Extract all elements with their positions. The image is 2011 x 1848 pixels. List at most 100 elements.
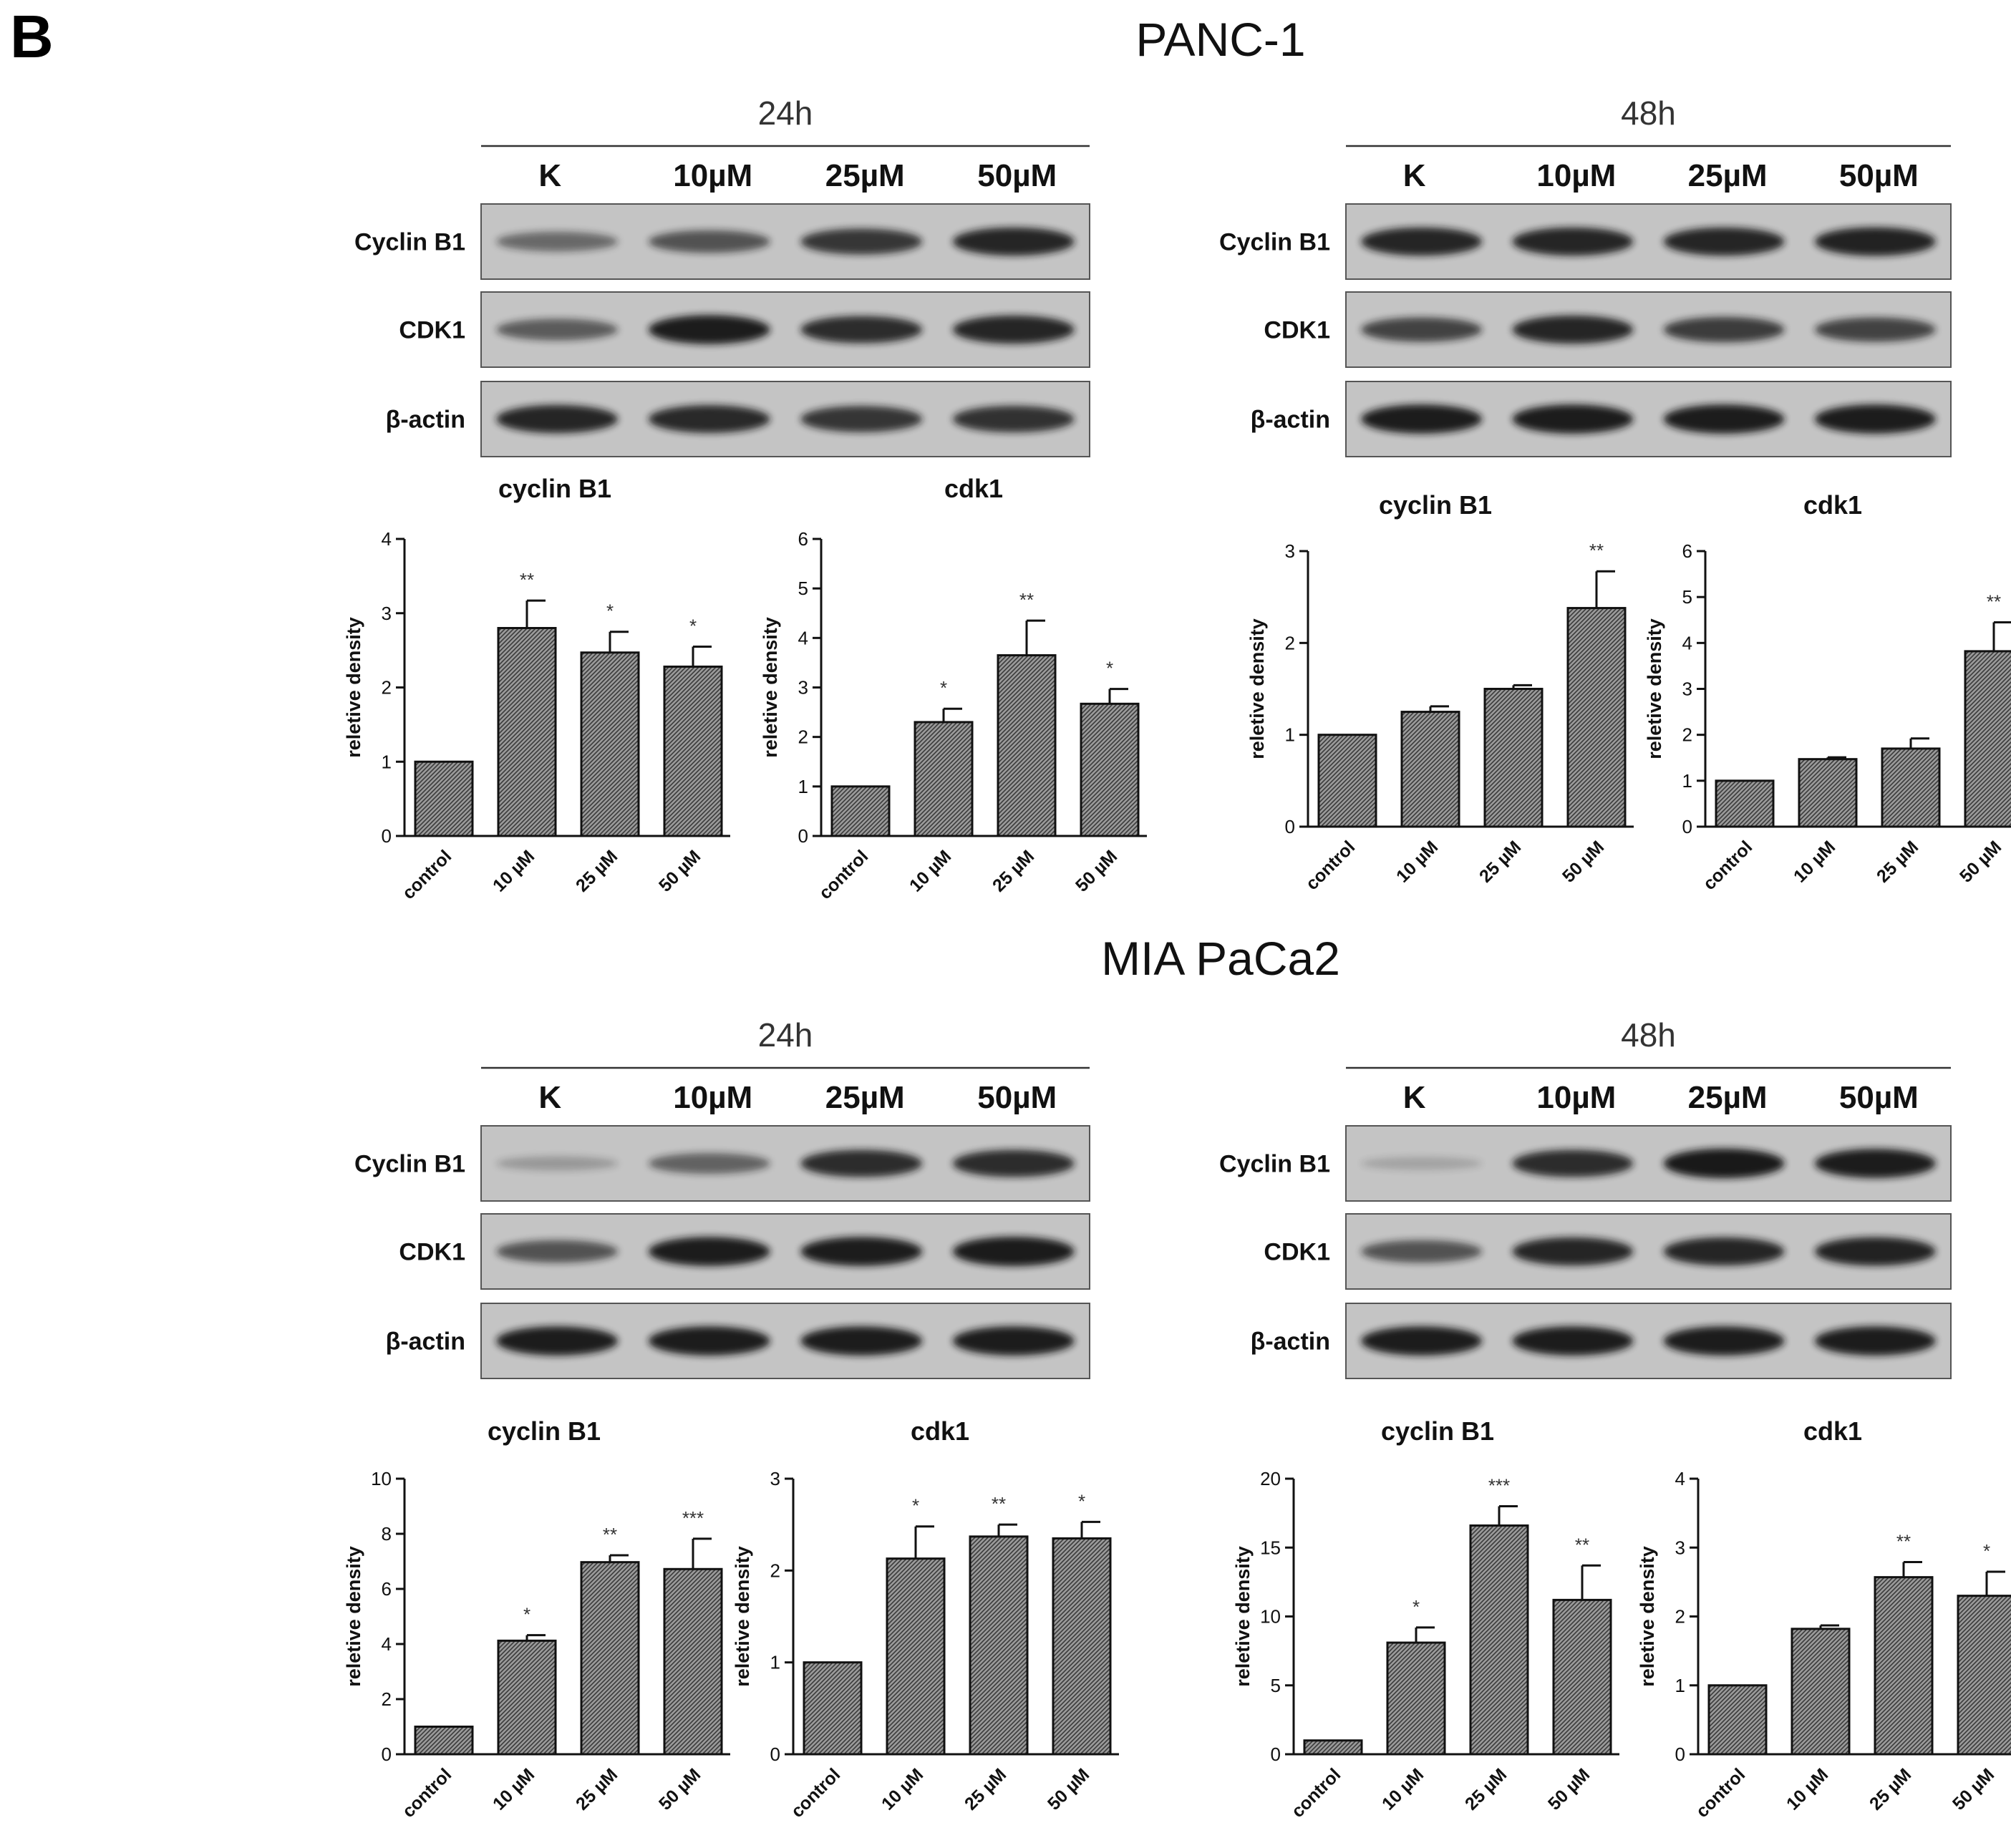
blot-band xyxy=(1814,1237,1936,1266)
x-category-label: control xyxy=(1288,1764,1345,1822)
bar-chart-2: cdk1 0 1 2 3 4 5 6 reletive density control * 10 µM… xyxy=(760,474,1147,903)
blot-row-label: β-actin xyxy=(386,1328,465,1356)
blot-row-label: CDK1 xyxy=(399,317,465,344)
y-tick-label: 4 xyxy=(1682,632,1692,653)
western-blot-2-1: 24h K 10µM 25µM 50µM Cyclin B1 CDK1 β-actin xyxy=(354,1016,1090,1379)
x-category-label: 25 µM xyxy=(1873,837,1922,886)
x-category-label: 25 µM xyxy=(1475,837,1525,886)
y-tick-label: 5 xyxy=(798,578,808,599)
y-tick-label: 2 xyxy=(770,1560,780,1581)
chart-title: cdk1 xyxy=(1803,490,1862,520)
blot-time-label: 24h xyxy=(758,1016,813,1054)
y-tick-label: 20 xyxy=(1260,1468,1281,1489)
blot-lane-label: 10µM xyxy=(673,1080,752,1115)
blot-band xyxy=(1663,1326,1785,1356)
y-tick-label: 0 xyxy=(798,825,808,847)
y-axis-label: reletive density xyxy=(1644,618,1665,759)
blot-band xyxy=(1361,1326,1483,1356)
x-category-label: 50 µM xyxy=(655,1764,704,1814)
bar xyxy=(1317,734,1377,828)
blot-lane-label: 50µM xyxy=(1839,158,1919,193)
bar xyxy=(1566,607,1627,828)
y-tick-label: 5 xyxy=(1271,1675,1281,1696)
chart-title: cyclin B1 xyxy=(488,1416,601,1446)
blot-band xyxy=(1814,227,1936,256)
blot-band xyxy=(1814,317,1936,342)
chart-title: cdk1 xyxy=(1803,1416,1862,1446)
panel-letter: B xyxy=(10,3,54,70)
blot-band xyxy=(800,228,923,255)
significance-marker: *** xyxy=(682,1507,704,1529)
bar-chart-3: cyclin B1 0 1 2 3 reletive density control 10 µ… xyxy=(1246,490,1634,894)
y-tick-label: 3 xyxy=(770,1468,780,1489)
blot-band xyxy=(1361,404,1483,434)
x-category-label: 25 µM xyxy=(572,1764,621,1814)
significance-marker: * xyxy=(1983,1540,1990,1562)
significance-marker: * xyxy=(523,1604,530,1625)
bar xyxy=(969,1535,1029,1756)
y-tick-label: 2 xyxy=(1682,724,1692,746)
y-tick-label: 1 xyxy=(770,1652,780,1673)
blot-band xyxy=(1512,1326,1634,1356)
significance-marker: * xyxy=(606,600,614,622)
bar-chart-7: cyclin B1 0 5 10 15 20 reletive density control… xyxy=(1232,1416,1619,1822)
blot-band xyxy=(496,404,619,434)
y-tick-label: 6 xyxy=(798,528,808,550)
blot-band xyxy=(1814,1149,1936,1178)
y-tick-label: 0 xyxy=(1271,1744,1281,1765)
blot-row-label: Cyclin B1 xyxy=(354,1151,465,1178)
y-tick-label: 3 xyxy=(1285,540,1295,562)
bar xyxy=(803,1661,863,1756)
blot-lane-label: 50µM xyxy=(977,158,1057,193)
blot-band xyxy=(952,1236,1075,1267)
bar-chart-6: cdk1 0 1 2 3 reletive density control * 10 µM ** 2… xyxy=(732,1416,1119,1822)
blot-band xyxy=(1814,404,1936,434)
y-tick-label: 15 xyxy=(1260,1537,1281,1558)
blot-lane-label: 25µM xyxy=(825,158,905,193)
y-tick-label: 0 xyxy=(1682,816,1692,837)
bar xyxy=(580,1561,640,1756)
bar xyxy=(663,1567,723,1756)
blot-band xyxy=(1663,316,1785,343)
y-tick-label: 0 xyxy=(382,1744,392,1765)
bar xyxy=(1798,758,1858,828)
bar xyxy=(1400,711,1460,828)
significance-marker: ** xyxy=(1987,590,2001,612)
y-tick-label: 3 xyxy=(1675,1537,1685,1558)
significance-marker: * xyxy=(1106,658,1113,679)
bar xyxy=(1469,1524,1529,1756)
bar xyxy=(830,785,891,837)
y-tick-label: 1 xyxy=(1682,770,1692,792)
significance-marker: * xyxy=(940,677,947,699)
bar-chart-5: cyclin B1 0 2 4 6 8 10 reletive density control *… xyxy=(343,1416,730,1822)
y-axis-label: reletive density xyxy=(732,1546,753,1687)
blot-band xyxy=(648,1237,770,1266)
bar xyxy=(497,1639,557,1756)
significance-marker: ** xyxy=(1896,1530,1911,1552)
y-tick-label: 2 xyxy=(798,726,808,748)
y-tick-label: 1 xyxy=(1675,1675,1685,1696)
blot-time-label: 24h xyxy=(758,94,813,132)
significance-marker: ** xyxy=(1589,540,1604,561)
y-tick-label: 0 xyxy=(770,1744,780,1765)
significance-marker: ** xyxy=(1019,589,1034,611)
blot-band xyxy=(648,1326,770,1356)
blot-band xyxy=(1361,227,1483,256)
blot-row-label: CDK1 xyxy=(1264,317,1330,344)
y-tick-label: 8 xyxy=(382,1523,392,1545)
x-category-label: 25 µM xyxy=(989,846,1038,895)
significance-marker: * xyxy=(912,1495,919,1517)
bar xyxy=(1080,702,1140,837)
blot-band xyxy=(1663,1148,1785,1179)
bar xyxy=(1881,747,1941,828)
blot-row-label: β-actin xyxy=(1251,407,1330,434)
y-tick-label: 4 xyxy=(798,627,808,648)
blot-band xyxy=(952,315,1075,344)
x-category-label: 10 µM xyxy=(1790,837,1839,886)
x-category-label: 10 µM xyxy=(906,846,955,895)
bar xyxy=(1790,1628,1851,1756)
blot-lane-label: 25µM xyxy=(825,1080,905,1115)
y-tick-label: 1 xyxy=(798,776,808,797)
